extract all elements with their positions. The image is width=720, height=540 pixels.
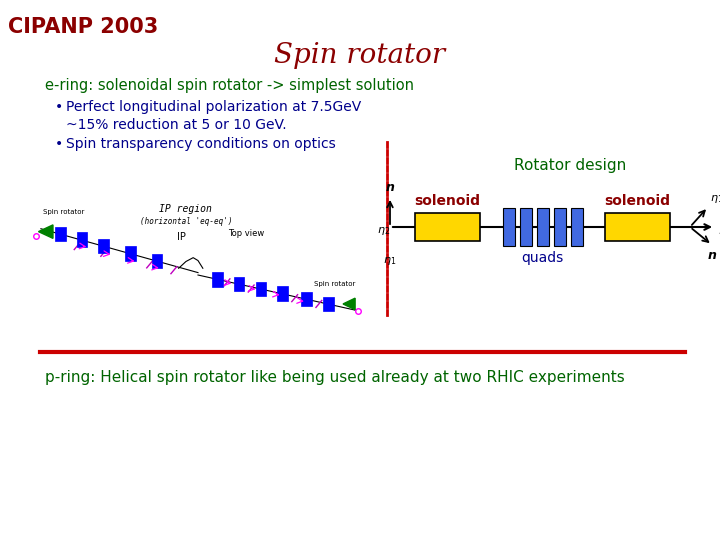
Text: Perfect longitudinal polarization at 7.5GeV: Perfect longitudinal polarization at 7.5… (66, 100, 361, 114)
Text: $\eta_1$: $\eta_1$ (383, 255, 397, 267)
Text: $\eta_2$: $\eta_2$ (377, 225, 390, 237)
Bar (125, 246, 135, 261)
Bar (520, 208, 531, 246)
Bar (277, 287, 288, 301)
Bar (605, 213, 670, 241)
Text: •: • (55, 137, 63, 151)
Bar (99, 239, 109, 253)
Text: •: • (55, 100, 63, 114)
Text: (horizontal 'eq-eq'): (horizontal 'eq-eq') (140, 217, 232, 226)
Text: p-ring: Helical spin rotator like being used already at two RHIC experiments: p-ring: Helical spin rotator like being … (45, 370, 625, 385)
Bar (152, 254, 162, 268)
Text: IP region: IP region (159, 204, 212, 214)
Bar (212, 272, 222, 287)
Polygon shape (38, 225, 53, 238)
Bar (234, 276, 244, 291)
Bar (554, 208, 565, 246)
Text: $\eta_2$: $\eta_2$ (718, 226, 720, 238)
Text: Spin rotator: Spin rotator (274, 42, 446, 69)
Text: CIPANP 2003: CIPANP 2003 (8, 17, 158, 37)
Bar (415, 213, 480, 241)
Text: Rotator design: Rotator design (514, 158, 626, 173)
Text: solenoid: solenoid (605, 194, 670, 208)
Polygon shape (343, 298, 355, 310)
Bar (536, 208, 549, 246)
Text: Spin transparency conditions on optics: Spin transparency conditions on optics (66, 137, 336, 151)
Text: n: n (386, 181, 395, 194)
Text: Spin rotator: Spin rotator (43, 210, 85, 215)
Text: solenoid: solenoid (415, 194, 480, 208)
Bar (302, 292, 312, 307)
Bar (55, 227, 66, 241)
Text: Top view: Top view (228, 229, 264, 238)
Text: Spin rotator: Spin rotator (314, 281, 356, 287)
Text: n: n (708, 249, 717, 262)
Bar (256, 281, 266, 296)
Bar (570, 208, 582, 246)
Text: IP: IP (176, 232, 186, 242)
Bar (323, 297, 334, 312)
Text: ~15% reduction at 5 or 10 GeV.: ~15% reduction at 5 or 10 GeV. (66, 118, 287, 132)
Text: $\eta_1$: $\eta_1$ (710, 193, 720, 205)
Text: quads: quads (521, 251, 564, 265)
Text: e-ring: solenoidal spin rotator -> simplest solution: e-ring: solenoidal spin rotator -> simpl… (45, 78, 414, 93)
Bar (503, 208, 515, 246)
Bar (76, 233, 87, 247)
